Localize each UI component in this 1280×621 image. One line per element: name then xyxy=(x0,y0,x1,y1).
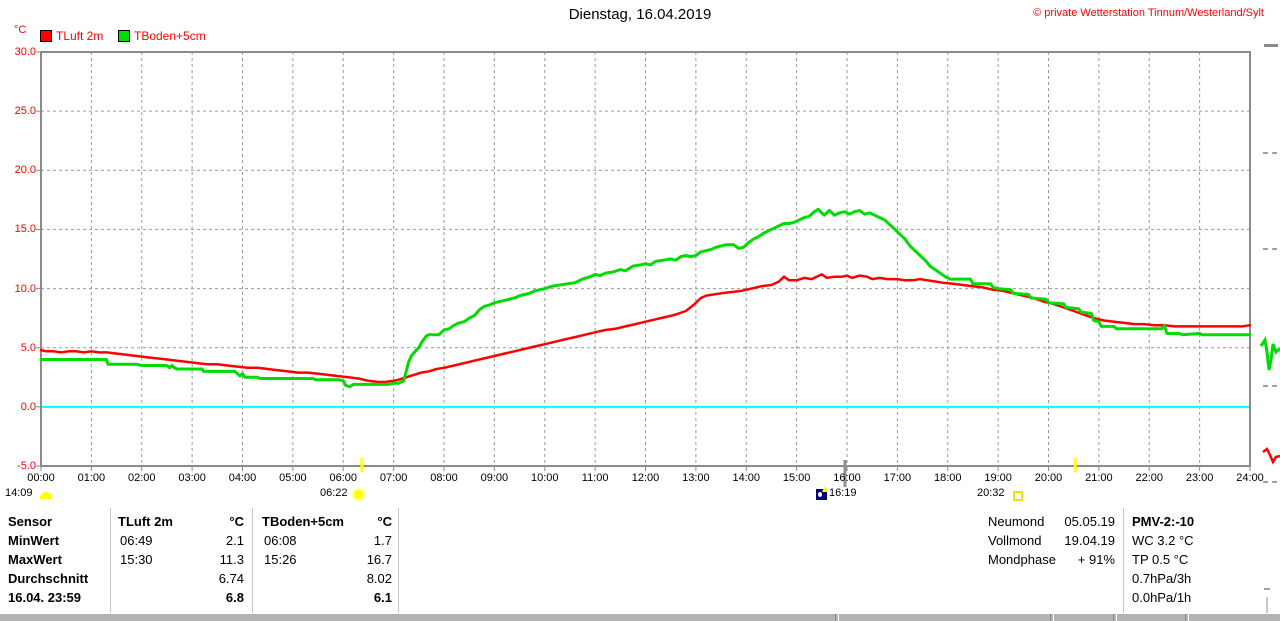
x-tick-label: 00:00 xyxy=(27,472,55,484)
tluft-avg-value: 6.74 xyxy=(218,571,244,586)
x-tick-label: 11:00 xyxy=(581,472,609,484)
status-bar-divider xyxy=(1113,614,1117,621)
stats-row-label-sensor: Sensor xyxy=(8,514,53,529)
x-tick-label: 12:00 xyxy=(631,472,660,484)
tluft-max-time: 15:30 xyxy=(120,552,153,567)
legend-swatch-tboden xyxy=(118,30,130,42)
tboden-last-value: 6.1 xyxy=(373,590,392,605)
copyright-text: © private Wetterstation Tinnum/Westerlan… xyxy=(1033,7,1264,19)
status-bar-divider xyxy=(1185,614,1189,621)
dewpoint-value: TP 0.5 °C xyxy=(1132,552,1189,567)
x-tick-label: 19:00 xyxy=(984,472,1012,484)
status-bar-divider xyxy=(1050,614,1054,621)
legend-label-tluft: TLuft 2m xyxy=(56,29,104,43)
vollmond-label: Vollmond xyxy=(988,533,1042,548)
neumond-label: Neumond xyxy=(988,514,1045,529)
table-divider xyxy=(398,508,399,613)
adjacent-chart-stub xyxy=(1266,597,1268,613)
x-tick-label: 10:00 xyxy=(530,472,559,484)
x-tick-label: 01:00 xyxy=(77,472,106,484)
y-axis-unit-label: °C xyxy=(14,24,27,36)
stats-row-label-avg: Durchschnitt xyxy=(8,571,89,586)
moonset-icon xyxy=(40,492,52,499)
x-tick-label: 02:00 xyxy=(127,472,156,484)
moonrise-time: 16:19 xyxy=(829,487,857,499)
x-tick-label: 18:00 xyxy=(933,472,962,484)
tboden-avg-value: 8.02 xyxy=(366,571,392,586)
tboden-header: TBoden+5cm xyxy=(262,514,344,529)
windchill-value: WC 3.2 °C xyxy=(1132,533,1194,548)
tluft-max-value: 11.3 xyxy=(219,552,244,567)
y-tick-label: 10.0 xyxy=(14,282,36,295)
pmv-value: PMV-2:-10 xyxy=(1132,514,1195,529)
stats-row-label-last: 16.04. 23:59 xyxy=(8,590,82,605)
x-tick-label: 08:00 xyxy=(430,472,458,484)
table-divider xyxy=(110,508,111,613)
sunrise-icon xyxy=(354,490,363,499)
x-tick-label: 13:00 xyxy=(682,472,710,484)
x-tick-label: 24:00 xyxy=(1236,472,1264,484)
x-tick-label: 20:00 xyxy=(1034,472,1063,484)
x-tick-label: 07:00 xyxy=(379,472,408,484)
x-tick-label: 14:00 xyxy=(732,472,761,484)
x-tick-label: 05:00 xyxy=(279,472,307,484)
y-tick-label: 25.0 xyxy=(14,105,36,118)
moonset-time: 14:09 xyxy=(5,487,33,499)
vollmond-value: 19.04.19 xyxy=(1064,533,1115,548)
neumond-value: 05.05.19 xyxy=(1064,514,1115,529)
x-tick-label: 06:00 xyxy=(329,472,358,484)
y-tick-label: -5.0 xyxy=(17,460,36,472)
tluft-header: TLuft 2m xyxy=(118,514,173,529)
x-tick-label: 03:00 xyxy=(178,472,206,484)
mondphase-label: Mondphase xyxy=(988,552,1056,567)
x-tick-label: 15:00 xyxy=(782,472,811,484)
sunrise-time: 06:22 xyxy=(320,487,348,499)
tboden-max-value: 16.7 xyxy=(366,552,392,567)
y-tick-label: 5.0 xyxy=(20,341,36,354)
tboden-max-time: 15:26 xyxy=(264,552,297,567)
x-tick-label: 23:00 xyxy=(1185,472,1214,484)
page-title: Dienstag, 16.04.2019 xyxy=(568,6,712,23)
pressure-3h-value: 0.7hPa/3h xyxy=(1132,571,1192,586)
tluft-min-time: 06:49 xyxy=(120,533,153,548)
tboden-min-value: 1.7 xyxy=(373,533,392,548)
sunset-time: 20:32 xyxy=(977,487,1005,499)
status-bar-divider xyxy=(835,614,839,621)
panel-divider xyxy=(1123,508,1124,613)
moonrise-icon xyxy=(816,486,828,500)
y-tick-label: 0.0 xyxy=(20,400,36,413)
tboden-min-time: 06:08 xyxy=(264,533,297,548)
stats-row-label-max: MaxWert xyxy=(8,552,62,567)
legend-swatch-tluft xyxy=(40,30,52,42)
sunset-icon xyxy=(1013,491,1023,501)
mondphase-value: + 91% xyxy=(1077,552,1115,567)
y-tick-label: 30.0 xyxy=(14,46,36,58)
x-tick-label: 09:00 xyxy=(480,472,509,484)
x-tick-label: 04:00 xyxy=(228,472,257,484)
x-tick-label: 17:00 xyxy=(883,472,912,484)
y-tick-label: 15.0 xyxy=(14,223,36,236)
tboden-unit: °C xyxy=(377,514,392,529)
status-bar xyxy=(0,613,1280,621)
x-tick-label: 22:00 xyxy=(1135,472,1164,484)
tluft-min-value: 2.1 xyxy=(225,533,244,548)
table-divider xyxy=(252,508,253,613)
adjacent-chart-stub xyxy=(1264,588,1270,590)
legend-label-tboden: TBoden+5cm xyxy=(134,29,206,43)
x-tick-label: 21:00 xyxy=(1085,472,1113,484)
tluft-unit: °C xyxy=(229,514,244,529)
tluft-last-value: 6.8 xyxy=(225,590,244,605)
stats-row-label-min: MinWert xyxy=(8,533,60,548)
y-tick-label: 20.0 xyxy=(14,164,36,177)
x-tick-label: 16:00 xyxy=(833,472,861,484)
pressure-1h-value: 0.0hPa/1h xyxy=(1132,590,1192,605)
